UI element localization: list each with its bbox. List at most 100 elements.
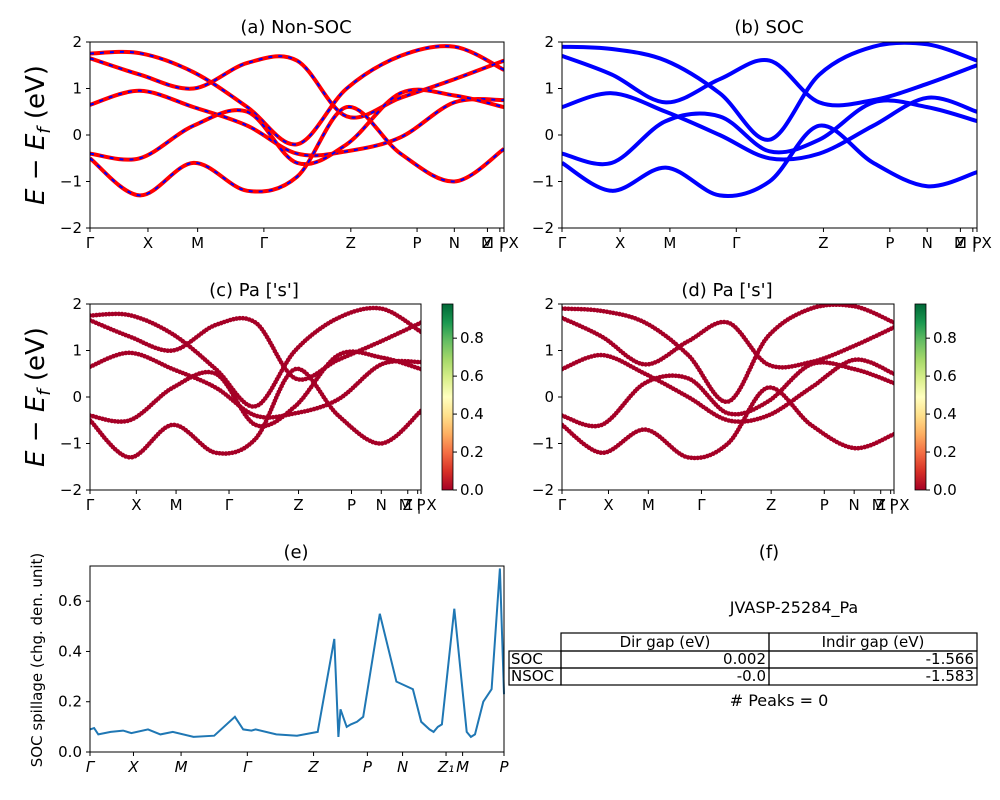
projected-point (891, 371, 894, 377)
soc-band-line (562, 42, 977, 142)
soc-band-line (562, 54, 977, 108)
band-lines (90, 305, 421, 460)
band-lines (562, 42, 977, 198)
axes-frame (561, 303, 895, 491)
x-tick-label: P (413, 234, 422, 252)
panel-e-ylabel: SOC spillage (chg. den. unit) (28, 553, 46, 768)
axes-frame (561, 41, 978, 229)
x-tick-label: P (889, 496, 898, 514)
colorbar-tick-label: 0.4 (460, 405, 484, 423)
table-row-label-nsoc: NSOC (511, 667, 554, 685)
projected-point (110, 311, 115, 317)
x-tick-label: M (456, 758, 469, 776)
y-tick-label: −2 (532, 481, 554, 499)
axes-frame (89, 565, 505, 753)
soc-band-dash (90, 55, 504, 119)
soc-band-dash (90, 89, 504, 157)
projected-point (643, 362, 648, 367)
x-tick-label: Γ (260, 234, 269, 252)
colorbar (441, 303, 454, 491)
panel-c-ylabel: E − Ef (eV) (21, 327, 55, 467)
projected-point (818, 360, 823, 365)
y-tick-label: 0 (544, 126, 554, 144)
x-tick-label: M (642, 496, 655, 514)
projected-point (736, 419, 741, 424)
y-tick-label: 0.0 (58, 743, 82, 761)
x-tick-label: Z (403, 496, 413, 514)
projected-point (297, 377, 302, 382)
x-tick-label: P (820, 496, 829, 514)
x-tick-label: Γ (86, 758, 96, 776)
projected-point (220, 451, 225, 456)
x-tick-label: P (499, 758, 509, 776)
x-tick-label: Γ (697, 496, 706, 514)
colorbar-tick-label: 0.6 (933, 367, 957, 385)
x-tick-label: P (972, 234, 981, 252)
x-tick-label: N (397, 758, 408, 776)
x-tick-label: Z (818, 234, 828, 252)
x-tick-label: M | X (399, 496, 437, 514)
band-lines (90, 44, 504, 198)
projected-point (891, 320, 894, 325)
spillage-line (89, 568, 505, 739)
table-cell-nsoc-dir: -0.0 (737, 667, 766, 685)
x-tick-label: P (499, 234, 508, 252)
projected-point (115, 419, 121, 424)
projected-point (640, 427, 645, 433)
y-tick-label: 1 (544, 80, 554, 98)
x-tick-label: Γ (732, 234, 741, 252)
table-header-indir: Indir gap (eV) (822, 633, 925, 651)
projected-point (418, 359, 421, 365)
x-tick-label: M | X (481, 234, 519, 252)
panel-d-plot-area: 210−1−2Γ X M Γ Z P N ZM | XP0.80.60.40.20.0 (532, 295, 957, 514)
gap-table: Dir gap (eV) Indir gap (eV) SOC 0.002 -1… (508, 632, 978, 686)
projected-point (569, 306, 574, 312)
colorbar-tick-label: 0.6 (460, 367, 484, 385)
colorbar-tick-label: 0.2 (933, 443, 957, 461)
colorbar-tick-label: 0.0 (933, 481, 957, 499)
table-cell-soc-dir: 0.002 (723, 650, 766, 668)
y-tick-label: 0 (544, 388, 554, 406)
x-tick-label: Z (876, 496, 886, 514)
projected-point (566, 306, 571, 312)
projected-point (891, 325, 894, 330)
x-tick-label: N (449, 234, 460, 252)
soc-band-dash (90, 106, 504, 197)
projected-point (106, 311, 112, 317)
panel-f-title: (f) (759, 542, 779, 563)
panel-c-projected-bands: (c) Pa ['s'] 210−1−2Γ X M Γ Z P N ZM | XP0.80.6… (60, 280, 484, 514)
soc-band-line (562, 123, 977, 198)
x-tick-label: M (663, 234, 676, 252)
projected-point (347, 349, 353, 355)
projected-point (370, 305, 376, 311)
projected-point (595, 352, 600, 358)
y-tick-label: 1 (544, 342, 554, 360)
y-tick-label: 1 (72, 342, 82, 360)
y-tick-label: 0.2 (58, 693, 82, 711)
panel-d-projected-bands: (d) Pa ['s'] 210−1−2Γ X M Γ Z P N ZM | XP0.80.6… (532, 280, 957, 514)
colorbar-tick-label: 0.4 (933, 405, 957, 423)
y-tick-label: −1 (532, 435, 554, 453)
projected-point (598, 450, 604, 456)
y-tick-label: −2 (532, 219, 554, 237)
x-tick-label: M (191, 234, 204, 252)
projected-point (732, 419, 738, 424)
projected-point (692, 455, 697, 461)
x-tick-label: P (347, 496, 356, 514)
x-tick-label: Γ (86, 496, 95, 514)
y-tick-label: 0 (72, 388, 82, 406)
x-tick-label: M (175, 758, 188, 776)
x-tick-label: M | X (954, 234, 992, 252)
x-tick-label: X (615, 234, 625, 252)
x-tick-label: Z (346, 234, 356, 252)
projected-point (113, 311, 118, 317)
x-tick-label: X (127, 758, 139, 776)
projected-point (589, 423, 595, 429)
projected-point (667, 373, 672, 379)
projected-point (126, 455, 132, 460)
panel-b-plot-area: 210−1−2Γ X M Γ Z P N ZM | XP (532, 33, 992, 252)
x-tick-label: X (143, 234, 153, 252)
table-header-dir: Dir gap (eV) (620, 633, 711, 651)
panel-e-title: (e) (283, 542, 308, 563)
